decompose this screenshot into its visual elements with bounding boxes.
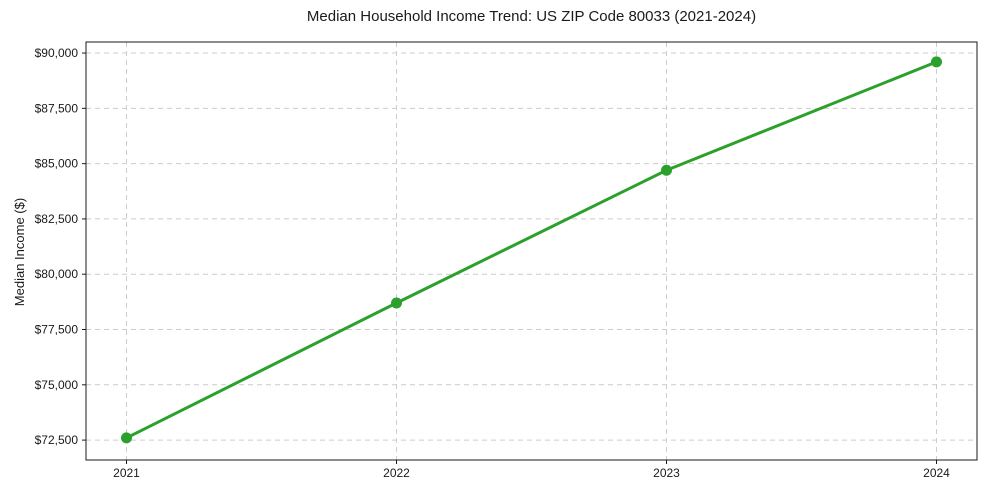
y-tick-label: $90,000 xyxy=(35,46,79,60)
series-line xyxy=(125,60,938,440)
x-tick-label: 2023 xyxy=(653,466,680,480)
y-tick-label: $87,500 xyxy=(35,101,79,115)
y-tick-label: $85,000 xyxy=(35,157,79,171)
data-point-marker xyxy=(391,297,402,309)
x-tick-label: 2024 xyxy=(923,466,950,480)
x-tick-label: 2021 xyxy=(113,466,140,480)
chart-title: Median Household Income Trend: US ZIP Co… xyxy=(306,8,757,25)
data-point-marker xyxy=(121,432,132,444)
y-tick-label: $77,500 xyxy=(35,323,79,337)
y-tick-label: $80,000 xyxy=(35,267,79,281)
y-tick-label: $72,500 xyxy=(35,433,79,447)
y-tick-label: $75,000 xyxy=(35,378,79,392)
data-point-marker xyxy=(661,164,672,176)
y-tick-label: $82,500 xyxy=(35,212,79,226)
plot-border xyxy=(85,41,978,461)
x-tick-label: 2022 xyxy=(383,466,410,480)
data-point-marker xyxy=(931,56,942,68)
